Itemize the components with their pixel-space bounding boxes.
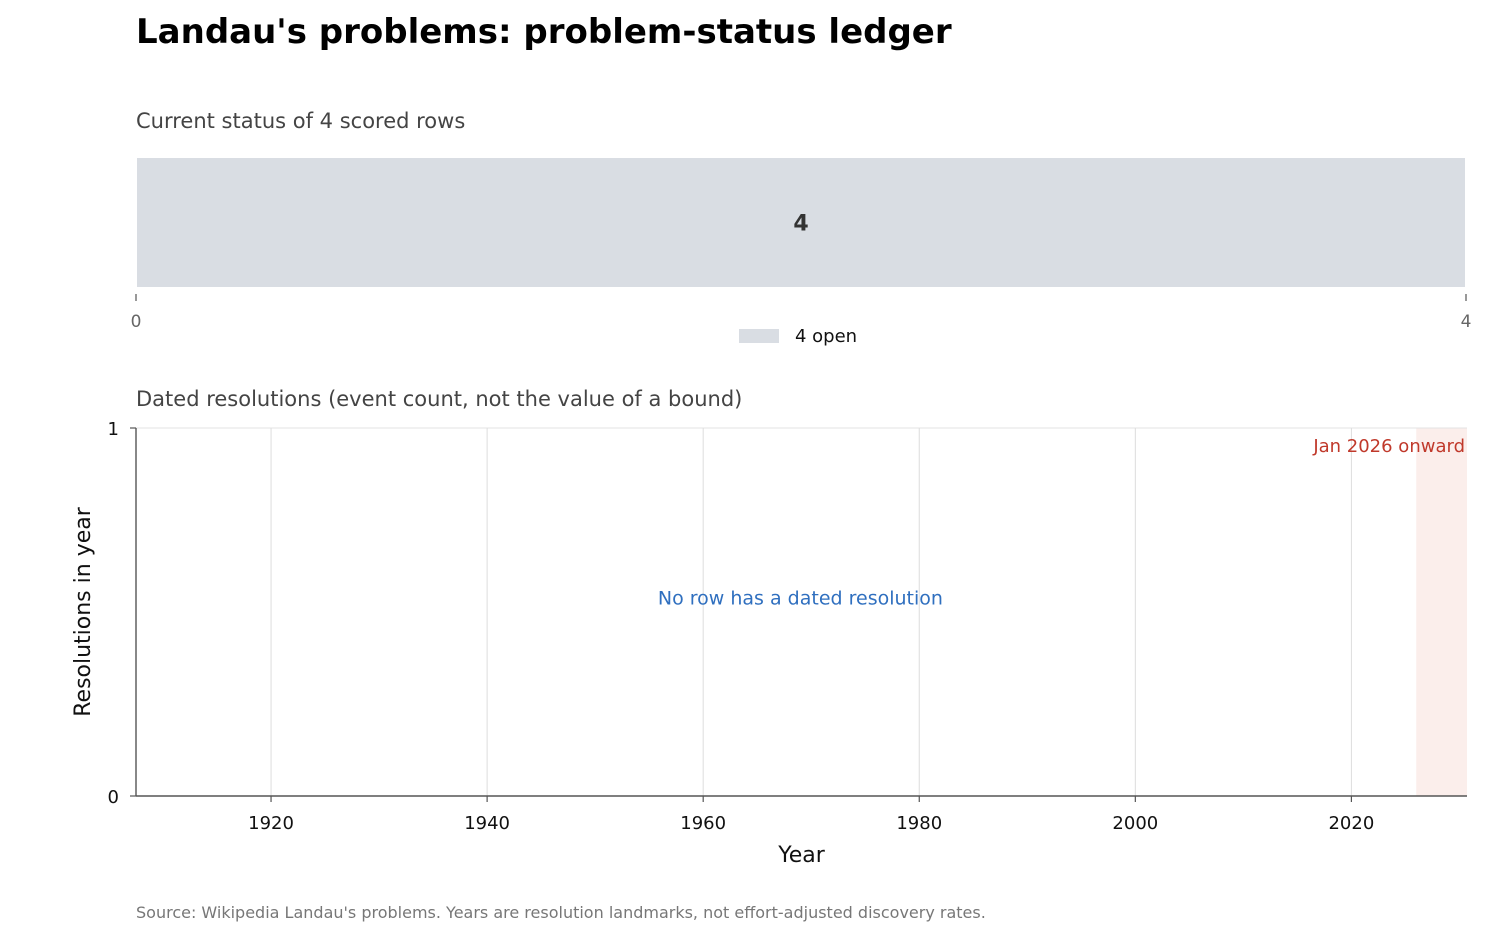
chart-title: Landau's problems: problem-status ledger [136,12,952,52]
y-tick-label: 0 [108,787,119,808]
timeline-panel-title: Dated resolutions (event count, not the … [136,387,743,411]
x-tick-label: 1920 [248,813,294,834]
x-tick-label: 2000 [1112,813,1158,834]
y-axis-label: Resolutions in year [71,506,96,716]
source-note: Source: Wikipedia Landau's problems. Yea… [136,903,986,922]
x-tick-label: 2020 [1328,813,1374,834]
status-panel: 4 0 4 4 open [131,158,1472,347]
future-region-label: Jan 2026 onward [1312,436,1465,457]
future-shaded-region [1416,428,1467,796]
legend-swatch-open [739,329,779,343]
status-x-tick-label: 0 [131,312,142,332]
x-axis-label: Year [777,843,826,868]
y-tick-label: 1 [108,419,119,440]
x-tick-label: 1980 [896,813,942,834]
timeline-panel: 1920 1940 1960 1980 2000 2020 0 1 Year Resolution… [71,419,1467,868]
x-tick-label: 1960 [680,813,726,834]
status-panel-title: Current status of 4 scored rows [136,109,466,133]
no-resolution-annotation: No row has a dated resolution [658,588,943,610]
status-bar-segment [137,158,1465,287]
status-bar-data-label: 4 [793,212,808,237]
status-x-tick-label: 4 [1461,312,1472,332]
x-tick-label: 1940 [464,813,510,834]
legend-label-open: 4 open [795,326,857,347]
